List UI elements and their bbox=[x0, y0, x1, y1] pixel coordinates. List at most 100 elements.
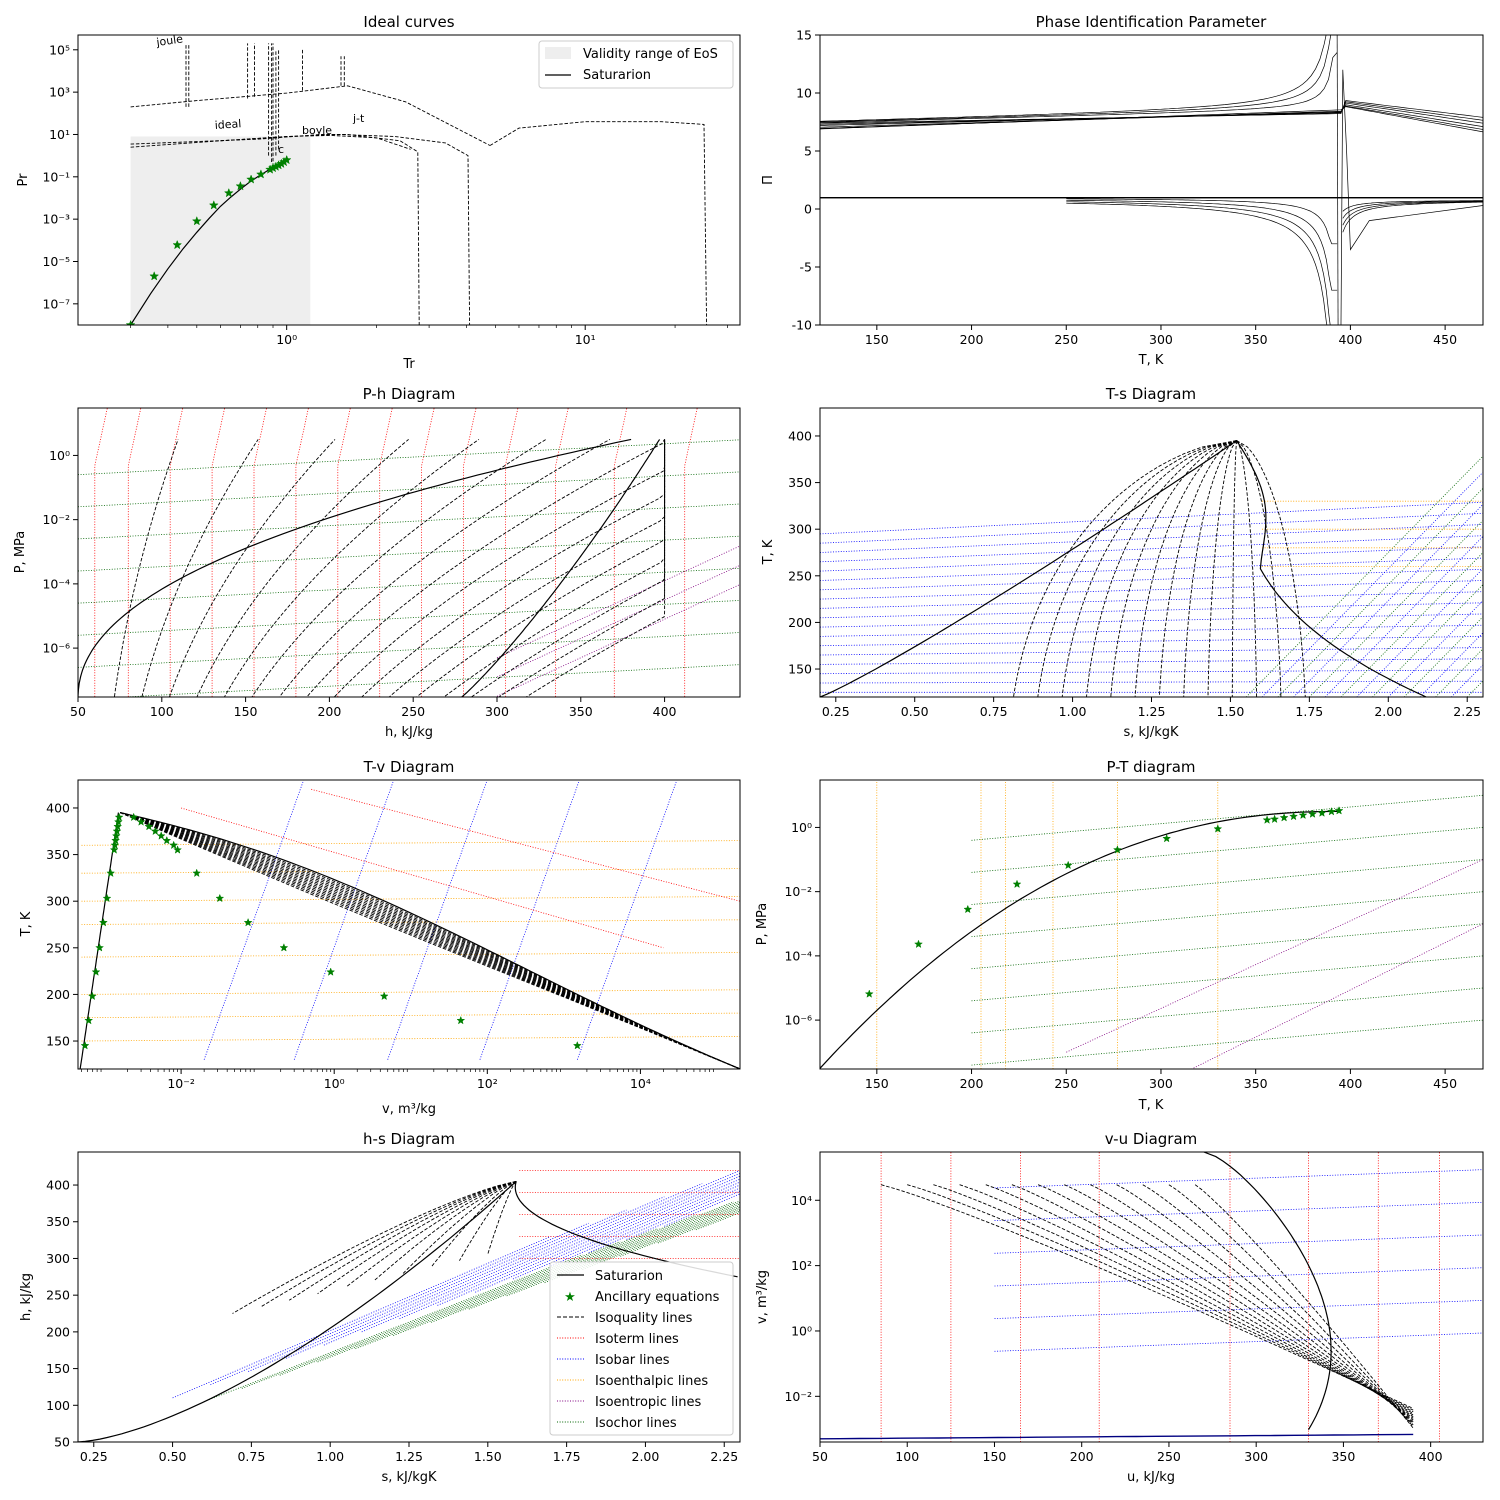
ancillary-point bbox=[1298, 810, 1308, 820]
isobar-line bbox=[323, 1183, 703, 1346]
x-tick-label: 400 bbox=[1338, 1076, 1362, 1091]
pip-curve bbox=[1340, 69, 1483, 325]
x-tick-label: 1.75 bbox=[553, 1449, 581, 1464]
annotation-ideal: ideal bbox=[214, 117, 241, 132]
x-tick-label: 1.50 bbox=[474, 1449, 502, 1464]
ancillary-point bbox=[173, 845, 183, 854]
legend-isoentropic-label: Isoentropic lines bbox=[595, 1395, 702, 1410]
y-tick-label: 10³ bbox=[49, 85, 70, 100]
isoquality-line bbox=[288, 1180, 517, 1301]
isoenthalpic-line bbox=[81, 919, 740, 925]
panel-ts-xlabel: s, kJ/kgK bbox=[1123, 725, 1179, 740]
panel-pip-title: Phase Identification Parameter bbox=[1036, 13, 1268, 31]
isotherm-line bbox=[311, 788, 740, 902]
y-tick-label: 10 bbox=[796, 86, 812, 101]
x-tick-label: 300 bbox=[1149, 332, 1173, 347]
x-tick-label: 200 bbox=[960, 1076, 984, 1091]
isochor-line bbox=[544, 1206, 740, 1284]
isoquality-line bbox=[985, 1184, 1414, 1416]
ancillary-point bbox=[169, 840, 179, 850]
y-tick-label: 5 bbox=[804, 144, 812, 159]
isobar-line bbox=[588, 1187, 740, 1253]
y-tick-label: 10⁻⁶ bbox=[784, 1013, 812, 1028]
y-tick-label: 250 bbox=[46, 940, 70, 955]
x-tick-label: 150 bbox=[865, 332, 889, 347]
annotation-boyle: boyle bbox=[302, 124, 332, 137]
y-tick-label: 400 bbox=[46, 1178, 70, 1193]
panel-ideal-plot: 10⁰ 10¹ 10⁻⁷ 10⁻⁵ 10⁻³ 10⁻¹ 10¹ 10³ 10⁵ bbox=[42, 34, 741, 347]
ancillary-point bbox=[95, 943, 105, 952]
y-tick-label: 10⁻⁶ bbox=[42, 641, 70, 656]
isotherm-line bbox=[211, 408, 226, 697]
plot-frame bbox=[77, 779, 741, 1070]
x-tick-label: 1.25 bbox=[1138, 704, 1166, 719]
isoenthalpic-line bbox=[81, 989, 740, 995]
isobar-line bbox=[994, 1332, 1483, 1352]
isoquality-line bbox=[306, 439, 665, 697]
isoquality-line bbox=[1142, 1184, 1414, 1426]
panel-ideal-xlabel: Tr bbox=[402, 357, 415, 372]
isoquality-line bbox=[141, 439, 259, 697]
isotherm-line bbox=[555, 408, 569, 697]
ancillary-point bbox=[144, 821, 154, 831]
legend-ancillary-swatch: ★ bbox=[564, 1290, 576, 1305]
pip-curve bbox=[1066, 199, 1338, 291]
isotherm-line bbox=[180, 807, 664, 949]
isobar-line bbox=[399, 1172, 740, 1320]
legend-validity-label: Validity range of EoS bbox=[583, 47, 718, 62]
isobar-line bbox=[475, 1178, 740, 1293]
isobar-line bbox=[479, 780, 580, 1060]
isoquality-line bbox=[1064, 1184, 1414, 1421]
isoquality-line bbox=[317, 1180, 517, 1295]
saturation-liquid bbox=[820, 440, 1238, 697]
isoentropic-line bbox=[496, 545, 740, 659]
y-tick-label: 100 bbox=[46, 1398, 70, 1413]
ancillary-point bbox=[150, 826, 160, 836]
panel-vu-xlabel: u, kJ/kg bbox=[1127, 1470, 1175, 1485]
y-tick-label: 10⁰ bbox=[791, 1323, 812, 1338]
isochor-line bbox=[317, 1214, 697, 1363]
isoquality-line bbox=[1037, 440, 1237, 697]
isoquality-line bbox=[333, 439, 666, 697]
y-tick-label: 10⁰ bbox=[49, 448, 70, 463]
isoquality-line bbox=[1110, 440, 1237, 697]
y-tick-label: 10⁻⁵ bbox=[42, 254, 70, 269]
isochor-line bbox=[468, 1203, 740, 1310]
x-tick-label: 1.50 bbox=[1217, 704, 1245, 719]
panel-tv-title: T-v Diagram bbox=[363, 758, 455, 776]
panel-vu-ylabel: v, m³/kg bbox=[755, 1270, 770, 1324]
isochor-line bbox=[657, 1210, 740, 1244]
isobar-line bbox=[248, 1209, 627, 1372]
panel-pt-plot: 150 200 250 300 350 400 450 10⁻⁶ 10⁻⁴ 10⁻² 10⁰ bbox=[784, 779, 1484, 1091]
panel-pip-plot: 150 200 250 300 350 400 450 -10 -5 0 5 10 15 bbox=[792, 28, 1484, 347]
legend-box bbox=[538, 40, 734, 89]
ancillary-point bbox=[1162, 833, 1172, 843]
plot-frame bbox=[77, 34, 741, 326]
x-tick-label: 10² bbox=[477, 1076, 498, 1091]
ancillary-point bbox=[109, 845, 119, 854]
y-tick-label: 350 bbox=[46, 1214, 70, 1229]
isoquality-line bbox=[443, 439, 666, 697]
panel-pip-ylabel: Π bbox=[761, 175, 776, 185]
isoquality-line bbox=[402, 1180, 517, 1275]
isoquality-line bbox=[1013, 440, 1237, 697]
y-tick-label: 400 bbox=[788, 428, 812, 443]
panel-vu-title: v-u Diagram bbox=[1105, 1130, 1198, 1148]
y-tick-label: 250 bbox=[46, 1288, 70, 1303]
ideal-series bbox=[125, 43, 708, 325]
isochor-line bbox=[620, 1209, 740, 1257]
isobar-line bbox=[994, 1234, 1483, 1254]
ancillary-point bbox=[1308, 809, 1317, 818]
x-tick-label: 350 bbox=[1331, 1449, 1355, 1464]
isoquality-line bbox=[260, 1180, 517, 1308]
isoquality-line bbox=[232, 1180, 517, 1314]
y-tick-label: 10⁻² bbox=[784, 1389, 812, 1404]
isoquality-line bbox=[120, 812, 740, 1069]
ancillary-point bbox=[246, 174, 257, 184]
isoquality-line bbox=[880, 1184, 1414, 1409]
y-tick-label: 250 bbox=[788, 568, 812, 583]
isoenthalpic-line bbox=[81, 868, 740, 874]
panel-ts-plot: 0.25 0.50 0.75 1.00 1.25 1.50 1.75 2.00 2.25 150 2… bbox=[788, 407, 1484, 719]
y-tick-label: -5 bbox=[800, 260, 812, 275]
x-tick-label: 0.50 bbox=[159, 1449, 187, 1464]
